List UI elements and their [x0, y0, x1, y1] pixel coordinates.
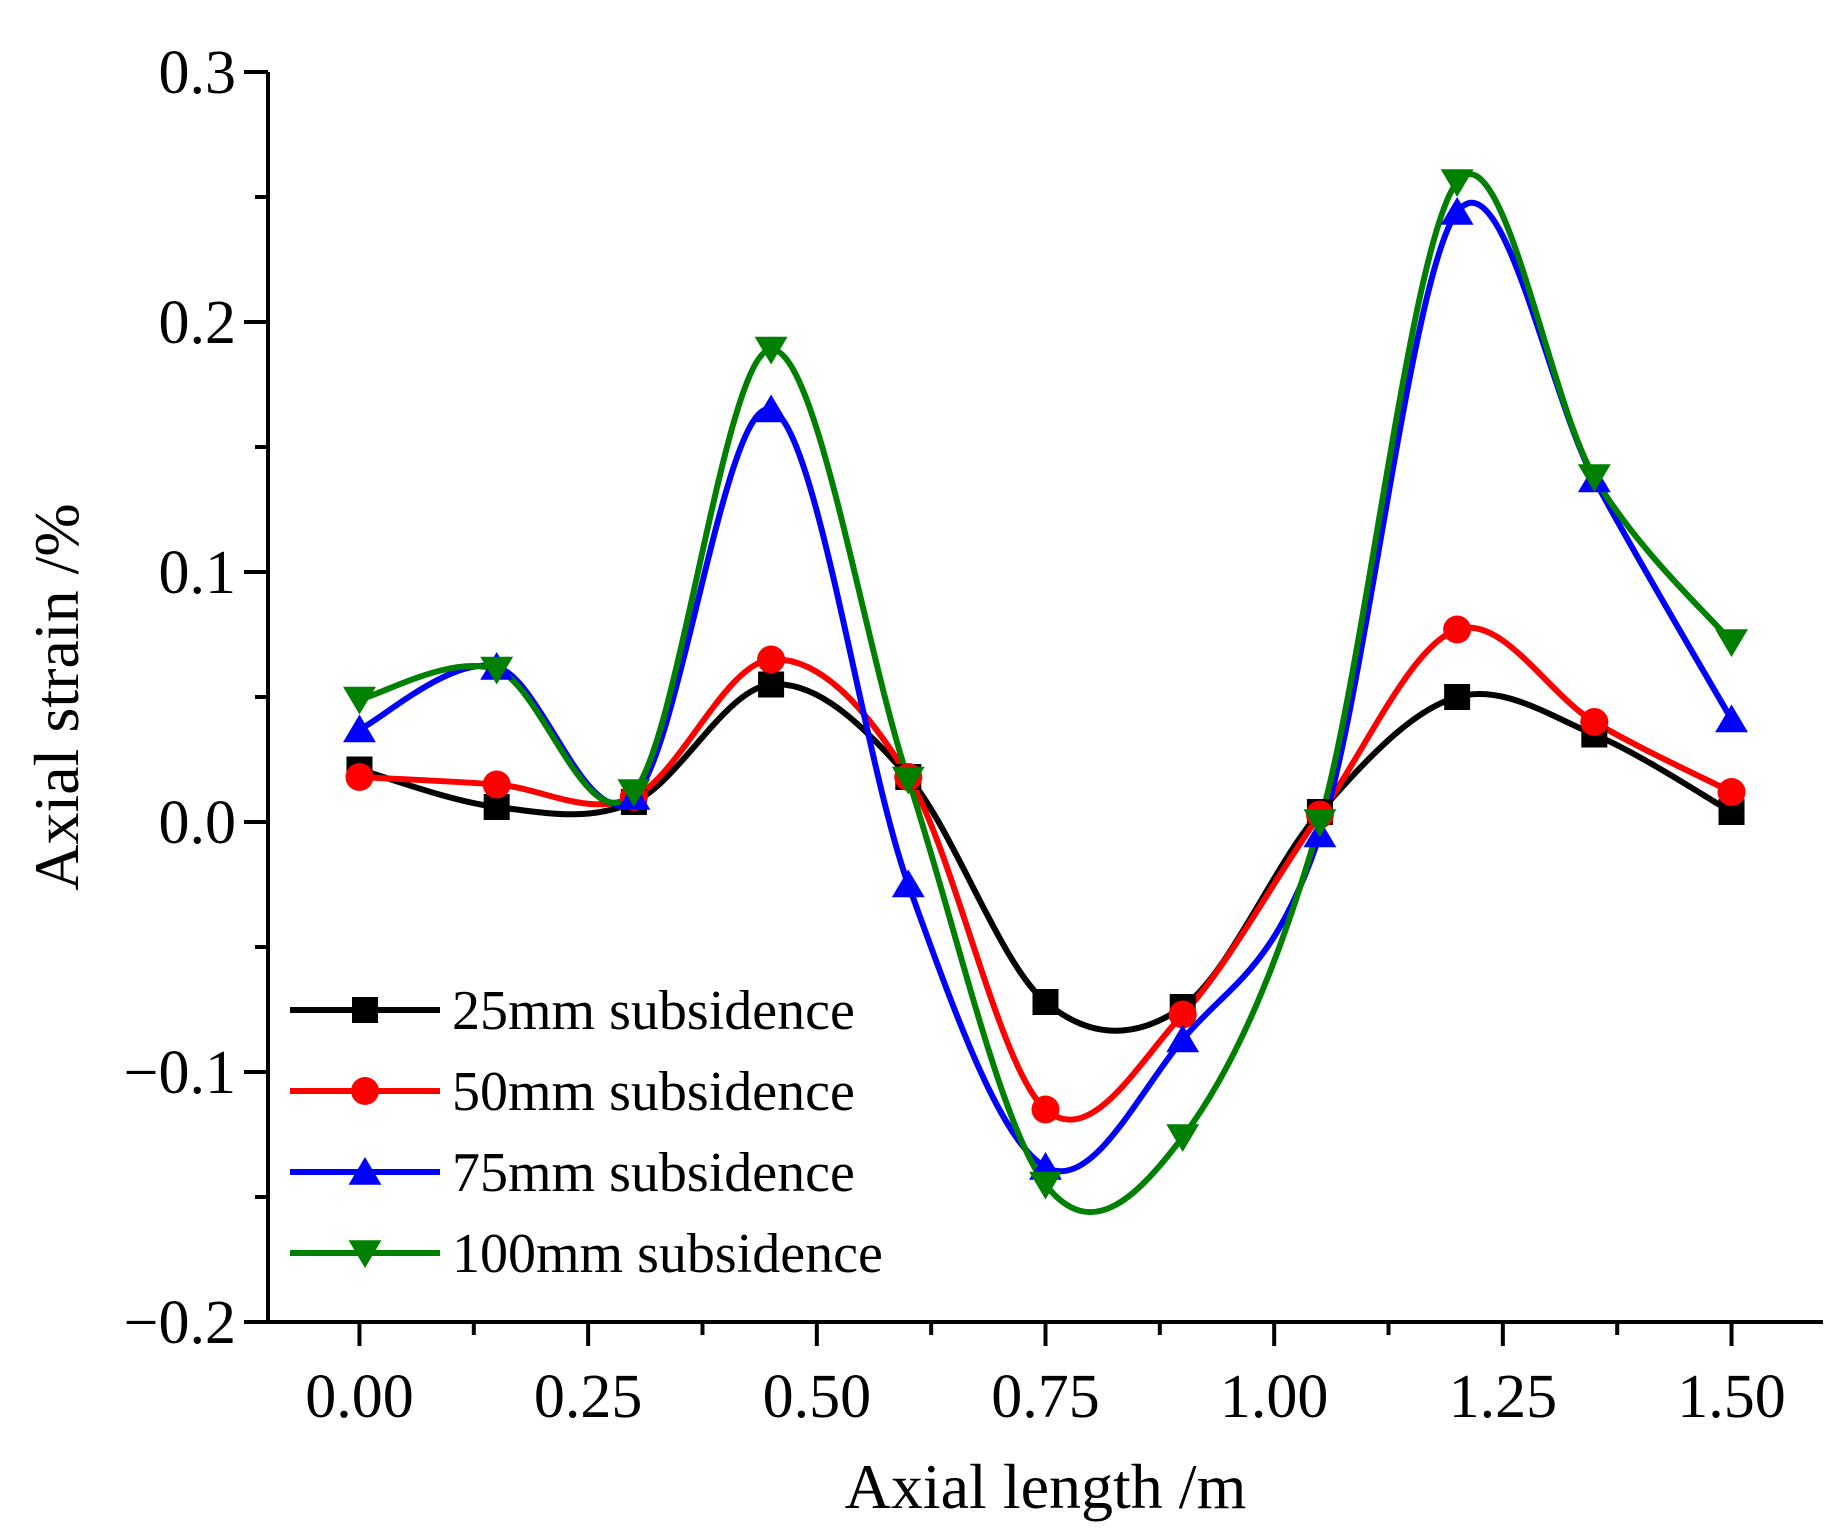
data-point [757, 645, 786, 674]
data-point [1031, 1095, 1060, 1124]
data-point [1168, 1000, 1197, 1029]
x-axis-title: Axial length /m [845, 1451, 1247, 1522]
data-point [1440, 169, 1474, 197]
y-tick-label: 0.3 [159, 39, 237, 107]
data-point [343, 714, 376, 743]
x-tick-label: 1.25 [1449, 1363, 1558, 1431]
x-tick-label: 0.50 [763, 1363, 872, 1431]
series-line-4 [358, 171, 1734, 1216]
y-tick-label: 0.2 [159, 289, 237, 357]
x-tick-label: 0.75 [991, 1363, 1100, 1431]
legend-label: 25mm subsidence [452, 980, 855, 1042]
data-point [1166, 1024, 1200, 1053]
series-markers [343, 169, 1748, 1200]
data-point [754, 336, 788, 365]
data-point [1577, 464, 1611, 492]
x-tick-label: 0.00 [305, 1363, 414, 1431]
data-point [758, 671, 785, 698]
data-point [345, 763, 374, 791]
series-line-1 [358, 681, 1734, 1034]
legend-label: 100mm subsidence [452, 1223, 883, 1285]
data-point [1444, 684, 1471, 710]
axes [266, 72, 1823, 1324]
legend-marker [348, 1240, 382, 1268]
data-point [1715, 704, 1748, 733]
y-tick-label: −0.1 [124, 1039, 236, 1107]
data-point [1029, 1171, 1062, 1200]
data-point [1440, 197, 1474, 225]
data-point [891, 869, 925, 898]
data-point [1580, 708, 1609, 736]
data-point [1443, 615, 1472, 644]
data-point [1717, 778, 1746, 806]
data-point [1032, 989, 1059, 1015]
legend-label: 50mm subsidence [452, 1061, 855, 1123]
legend-marker [351, 1077, 379, 1105]
data-point [1166, 1124, 1200, 1152]
legend-marker [348, 1157, 382, 1185]
x-tick-label: 1.00 [1220, 1363, 1329, 1431]
y-tick-label: −0.2 [124, 1289, 236, 1357]
data-point [480, 656, 514, 685]
legend: 25mm subsidence 50mm subsidence 75mm subsi… [290, 980, 883, 1285]
y-tick-label: 0.1 [159, 539, 237, 607]
legend-marker [352, 997, 378, 1023]
data-point [1303, 809, 1337, 837]
legend-label: 75mm subsidence [452, 1142, 855, 1204]
x-tick-label: 1.50 [1677, 1363, 1786, 1431]
series-lines [358, 171, 1735, 1216]
x-tick-label: 0.25 [534, 1363, 643, 1431]
data-point [343, 686, 376, 715]
data-point [1715, 629, 1748, 657]
tick-labels: −0.2 −0.1 0.0 0.1 0.2 0.3 0.00 0.25 0.50 0.75 1.00… [124, 39, 1786, 1431]
data-point [482, 770, 511, 799]
y-tick-label: 0.0 [159, 789, 237, 857]
data-point [891, 766, 925, 795]
tick-marks [244, 70, 1734, 1346]
y-axis-title: Axial strain /% [21, 503, 92, 890]
data-point [617, 779, 651, 807]
data-point [754, 394, 788, 423]
